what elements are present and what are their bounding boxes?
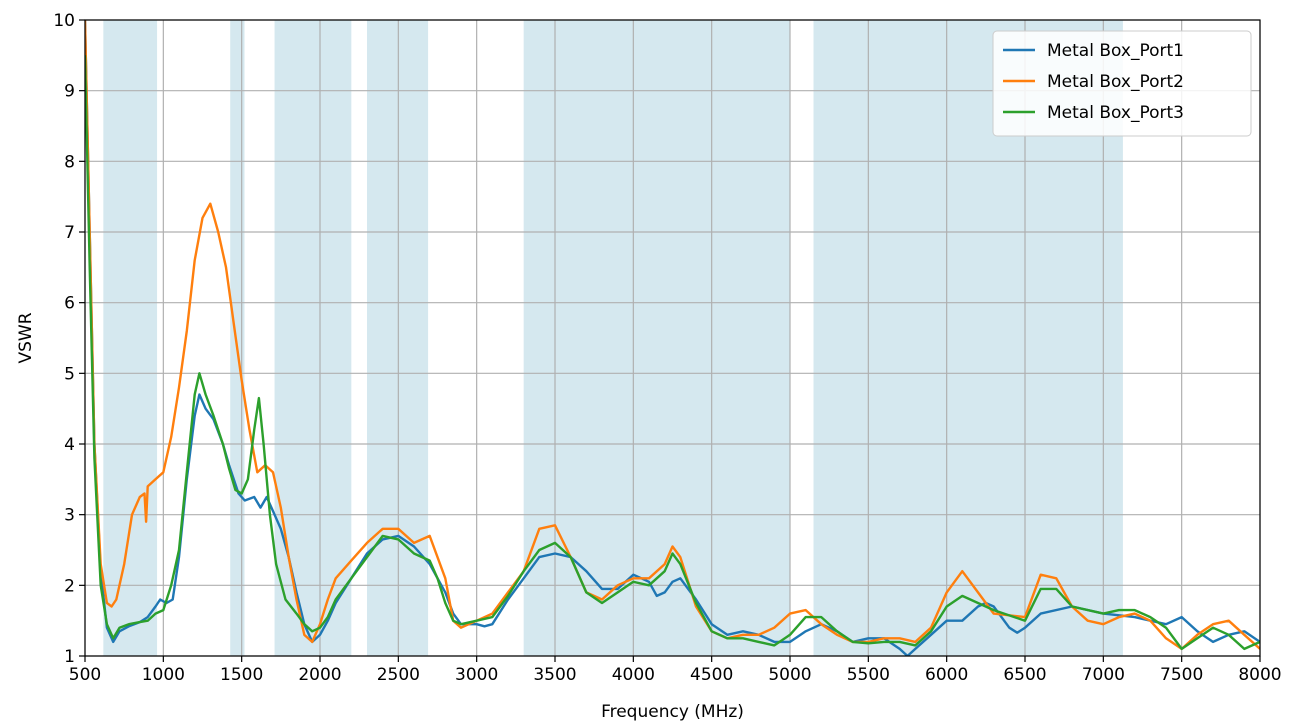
plot-frame <box>84 19 1261 657</box>
x-tick-label-9: 5000 <box>768 665 811 685</box>
shaded-band-0 <box>103 20 158 656</box>
y-tick-label-1: 2 <box>64 576 75 596</box>
y-tick-label-4: 5 <box>64 364 75 384</box>
series-line-port3 <box>85 55 1260 651</box>
y-tick-label-3: 4 <box>64 435 75 455</box>
x-tick-label-5: 3000 <box>455 665 498 685</box>
shaded-band-4 <box>523 20 790 656</box>
series-lines <box>85 20 1260 656</box>
legend-label-port1: Metal Box_Port1 <box>1047 41 1184 61</box>
y-axis-label: VSWR <box>16 312 36 363</box>
y-axis-ticks: 1 2 3 4 5 6 7 8 9 10 <box>53 11 85 667</box>
x-tick-label-7: 4000 <box>612 665 655 685</box>
x-tick-label-10: 5500 <box>847 665 890 685</box>
x-tick-label-11: 6000 <box>925 665 968 685</box>
shaded-band-1 <box>230 20 245 656</box>
x-tick-label-1: 1000 <box>142 665 185 685</box>
x-tick-label-0: 500 <box>69 665 101 685</box>
x-tick-label-12: 6500 <box>1003 665 1046 685</box>
y-tick-label-0: 1 <box>64 647 75 667</box>
shaded-band-3 <box>367 20 429 656</box>
x-axis-ticks: 500 1000 1500 2000 2500 3000 3500 4000 4500 5000 5… <box>69 656 1282 685</box>
series-line-port2 <box>85 20 1260 651</box>
shaded-bands <box>103 20 1123 656</box>
shaded-band-2 <box>274 20 352 656</box>
x-tick-label-4: 2500 <box>377 665 420 685</box>
x-tick-label-2: 1500 <box>220 665 263 685</box>
x-tick-label-6: 3500 <box>533 665 576 685</box>
y-tick-label-9: 10 <box>53 11 75 31</box>
y-tick-label-5: 6 <box>64 294 75 314</box>
x-tick-label-15: 8000 <box>1238 665 1281 685</box>
series-line-port1 <box>85 20 1260 656</box>
y-tick-label-2: 3 <box>64 506 75 526</box>
x-tick-label-13: 7000 <box>1082 665 1125 685</box>
legend-box <box>992 30 1252 137</box>
x-axis-label: Frequency (MHz) <box>601 702 744 722</box>
y-tick-label-8: 9 <box>64 82 75 102</box>
x-tick-label-3: 2000 <box>298 665 341 685</box>
x-tick-label-14: 7500 <box>1160 665 1203 685</box>
y-tick-label-7: 8 <box>64 152 75 172</box>
x-tick-label-8: 4500 <box>690 665 733 685</box>
legend-label-port3: Metal Box_Port3 <box>1047 103 1184 123</box>
legend: Metal Box_Port1 Metal Box_Port2 Metal Box_… <box>992 30 1252 137</box>
y-tick-label-6: 7 <box>64 223 75 243</box>
legend-label-port2: Metal Box_Port2 <box>1047 72 1184 92</box>
